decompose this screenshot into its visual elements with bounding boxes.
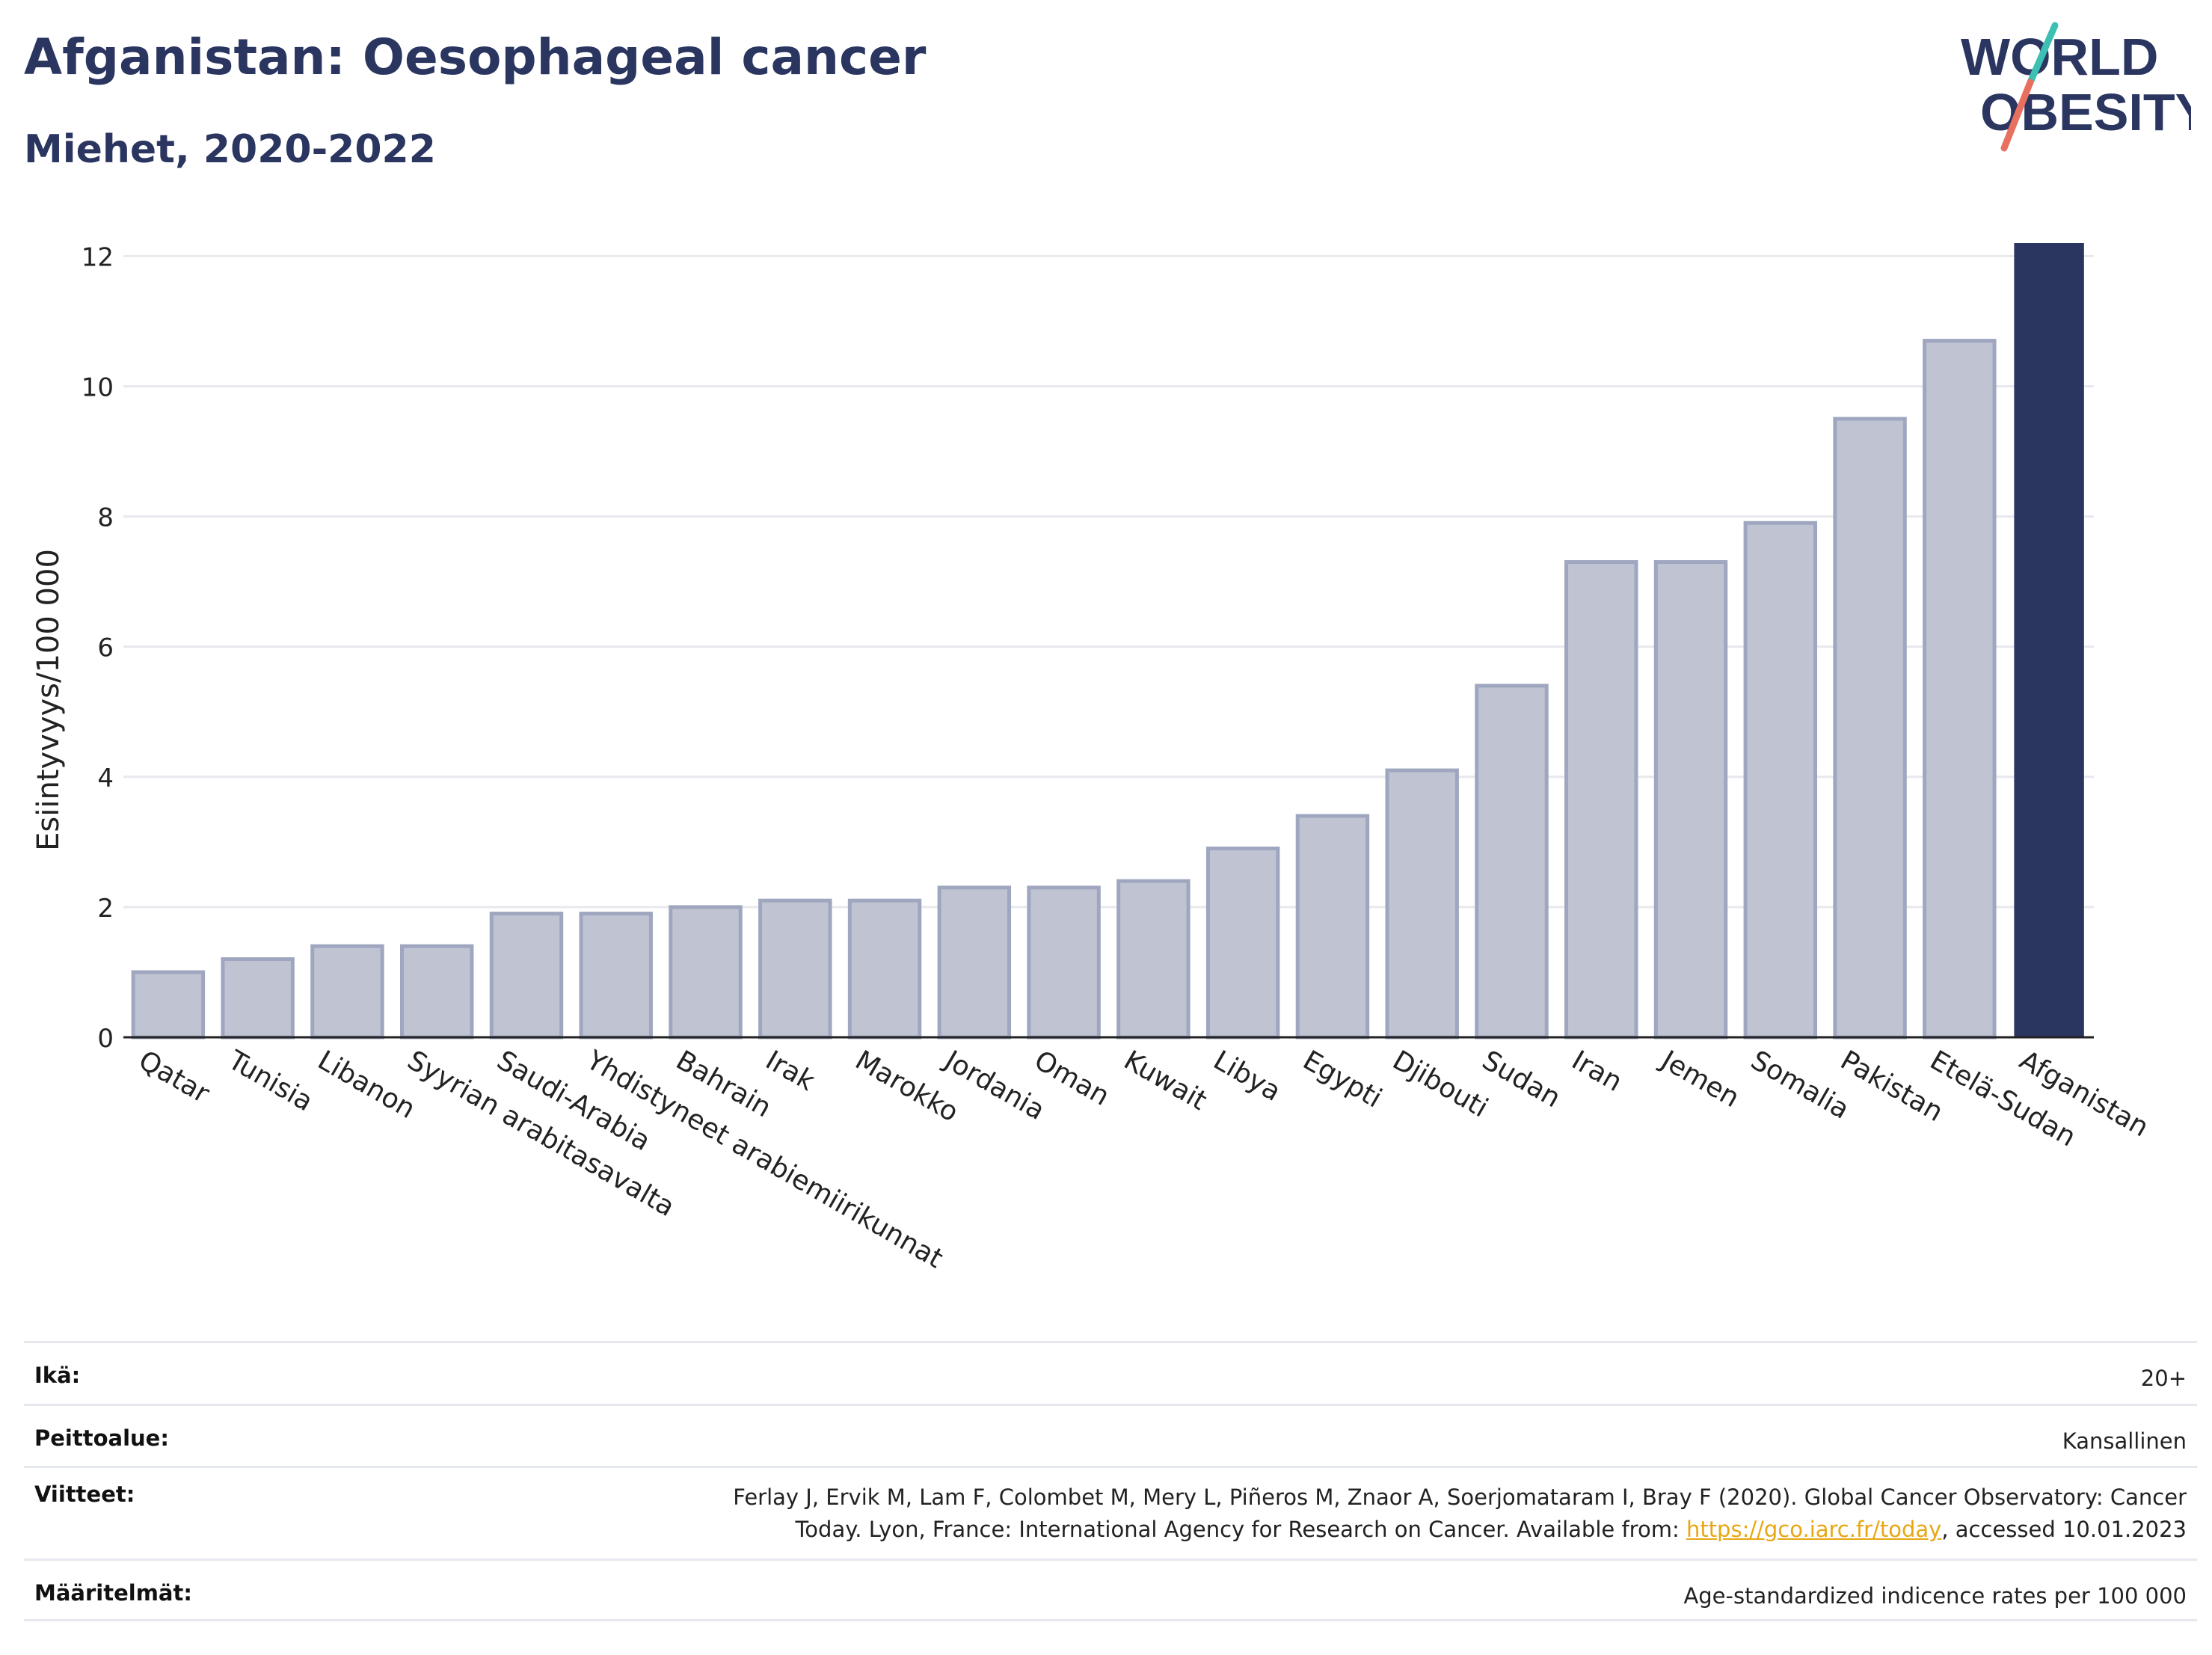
x-tick-label: Egypti	[1297, 1045, 1386, 1114]
y-tick-label: 0	[97, 1024, 114, 1054]
x-tick-label: Djibouti	[1387, 1045, 1493, 1123]
bar-kuwait	[1116, 879, 1191, 1040]
bar-yhdistyneet-arabiemiirikunnat	[579, 912, 653, 1040]
y-tick-label: 10	[82, 373, 114, 403]
bar-pakistan	[1833, 417, 1907, 1040]
bar-afganistan	[2014, 243, 2084, 1037]
y-axis-label: Esiintyvyys/100 000	[31, 549, 66, 851]
bar-libanon	[310, 944, 384, 1040]
metadata-table: Ikä: 20+ Peittoalue: Kansallinen Viittee…	[24, 1341, 2197, 1621]
bar-oman	[1027, 885, 1101, 1040]
reference-link[interactable]: https://gco.iarc.fr/today	[1686, 1517, 1942, 1542]
reference-line-2-post: , accessed 10.01.2023	[1941, 1517, 2187, 1542]
x-tick-label: Irak	[761, 1045, 820, 1097]
bar-egypti	[1295, 814, 1370, 1040]
bar-irak	[758, 898, 832, 1040]
x-tick-label: Marokko	[850, 1045, 964, 1128]
y-tick-label: 12	[82, 242, 114, 272]
y-tick-label: 2	[97, 894, 114, 924]
bar-qatar	[131, 970, 206, 1040]
y-tick-label: 6	[97, 633, 114, 663]
x-tick-label: Libya	[1208, 1045, 1286, 1108]
logo-slash-top	[2027, 22, 2059, 86]
bar-libya	[1205, 847, 1280, 1040]
bar-djibouti	[1385, 768, 1459, 1040]
meta-label-coverage: Peittoalue:	[34, 1425, 169, 1451]
x-tick-label: Iran	[1567, 1045, 1627, 1098]
bar-somalia	[1743, 521, 1818, 1040]
meta-row-definitions: Määritelmät: Age-standardized indicence …	[24, 1559, 2197, 1621]
bar-chart: 0 2 4 6 8 10 12 Esiintyvyys/100 000 Qatar Tunisia…	[31, 242, 2154, 1274]
bar-jemen	[1653, 560, 1728, 1040]
bar-syyrian-arabitasavalta	[399, 944, 474, 1040]
page-title: Afganistan: Oesophageal cancer	[24, 28, 927, 86]
bar-tunisia	[221, 957, 295, 1040]
bar-saudi-arabia	[489, 912, 564, 1040]
bar-sudan	[1475, 684, 1549, 1040]
reference-line-2-pre: Today. Lyon, France: International Agenc…	[795, 1517, 1686, 1542]
meta-label-definitions: Määritelmät:	[34, 1580, 192, 1606]
x-tick-label: Qatar	[133, 1045, 214, 1109]
x-tick-label: Jemen	[1655, 1044, 1745, 1114]
bar-layer	[131, 243, 2084, 1040]
bar-etel-sudan	[1923, 339, 1997, 1040]
bar-jordania	[937, 885, 1012, 1040]
bar-marokko	[847, 898, 922, 1040]
x-tick-label: Libanon	[313, 1045, 420, 1125]
bar-bahrain	[669, 905, 743, 1040]
x-tick-label: Somalia	[1745, 1045, 1854, 1126]
world-obesity-logo: WORLD OBESITY	[1961, 22, 2191, 152]
meta-row-references: Viitteet: Ferlay J, Ervik M, Lam F, Colo…	[24, 1466, 2197, 1559]
meta-value-coverage: Kansallinen	[2062, 1428, 2187, 1454]
y-tick-label: 4	[97, 764, 114, 793]
reference-line-1: Ferlay J, Ervik M, Lam F, Colombet M, Me…	[733, 1484, 2187, 1510]
meta-value-age: 20+	[2140, 1366, 2187, 1391]
bar-iran	[1564, 560, 1638, 1040]
logo-slash-bottom	[2000, 79, 2034, 152]
meta-label-age: Ikä:	[34, 1363, 81, 1388]
meta-row-coverage: Peittoalue: Kansallinen	[24, 1404, 2197, 1466]
x-tick-label: Sudan	[1477, 1045, 1566, 1114]
x-tick-label: Kuwait	[1119, 1045, 1212, 1117]
meta-value-references: Ferlay J, Ervik M, Lam F, Colombet M, Me…	[733, 1481, 2187, 1546]
x-tick-label: Tunisia	[222, 1045, 318, 1117]
logo-text-world: WORLD	[1961, 28, 2158, 86]
meta-value-definitions: Age-standardized indicence rates per 100…	[1683, 1583, 2187, 1609]
y-tick-label: 8	[97, 503, 114, 533]
page-subtitle: Miehet, 2020-2022	[24, 127, 436, 172]
meta-label-references: Viitteet:	[34, 1481, 135, 1507]
x-tick-label: Pakistan	[1835, 1045, 1948, 1128]
meta-row-age: Ikä: 20+	[24, 1341, 2197, 1404]
